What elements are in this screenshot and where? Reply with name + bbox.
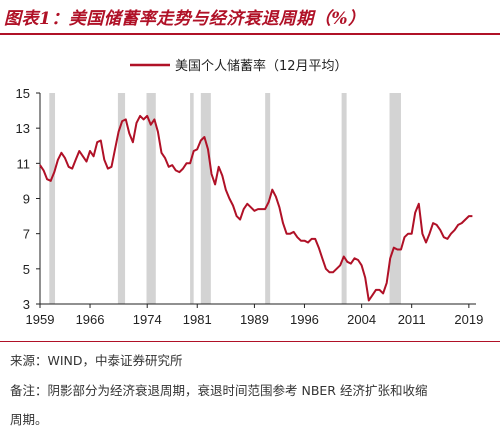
x-tick-label: 2019 bbox=[454, 312, 483, 327]
y-tick-label: 15 bbox=[16, 86, 30, 101]
recession-band bbox=[146, 93, 156, 304]
recession-shading bbox=[49, 93, 401, 304]
y-tick-label: 7 bbox=[23, 227, 30, 242]
x-tick-label: 2004 bbox=[347, 312, 376, 327]
recession-band bbox=[117, 93, 126, 304]
x-tick-label: 1981 bbox=[183, 312, 212, 327]
y-tick-label: 9 bbox=[23, 192, 30, 207]
remark-note-line1: 备注：阴影部分为经济衰退周期，衰退时间范围参考 NBER 经济扩张和收缩 bbox=[10, 383, 428, 398]
footer-divider bbox=[0, 341, 500, 342]
x-tick-label: 1996 bbox=[290, 312, 319, 327]
recession-band bbox=[49, 93, 56, 304]
recession-band bbox=[190, 93, 194, 304]
title-underline bbox=[0, 33, 500, 35]
chart-axes: 3 5 7 9 11 13 15 1959 1966 1974 1981 1989 1996 2004 20… bbox=[16, 86, 484, 327]
recession-band bbox=[341, 93, 347, 304]
source-note: 来源：WIND，中泰证券研究所 bbox=[10, 353, 183, 368]
x-tick-label: 1989 bbox=[240, 312, 269, 327]
chart-legend: 美国个人储蓄率（12月平均） bbox=[130, 58, 348, 74]
remark-note-line2: 周期。 bbox=[10, 412, 48, 427]
x-tick-label: 2011 bbox=[398, 312, 426, 327]
recession-band bbox=[389, 93, 401, 304]
series-line bbox=[39, 114, 473, 302]
legend-label: 美国个人储蓄率（12月平均） bbox=[175, 58, 348, 74]
y-tick-label: 5 bbox=[23, 262, 30, 277]
series-layer bbox=[39, 114, 473, 302]
recession-band bbox=[200, 93, 211, 304]
x-tick-label: 1966 bbox=[76, 312, 105, 327]
recession-band bbox=[265, 93, 271, 304]
x-tick-label: 1959 bbox=[26, 312, 55, 327]
x-tick-label: 1974 bbox=[133, 312, 162, 327]
y-tick-label: 3 bbox=[23, 297, 30, 312]
chart-title: 图表1：美国储蓄率走势与经济衰退周期（%） bbox=[4, 9, 366, 29]
y-tick-label: 11 bbox=[17, 156, 31, 171]
y-tick-label: 13 bbox=[16, 121, 30, 136]
savings-rate-line-chart: 3 5 7 9 11 13 15 1959 1966 1974 1981 1989 1996 2004 20… bbox=[16, 58, 484, 327]
